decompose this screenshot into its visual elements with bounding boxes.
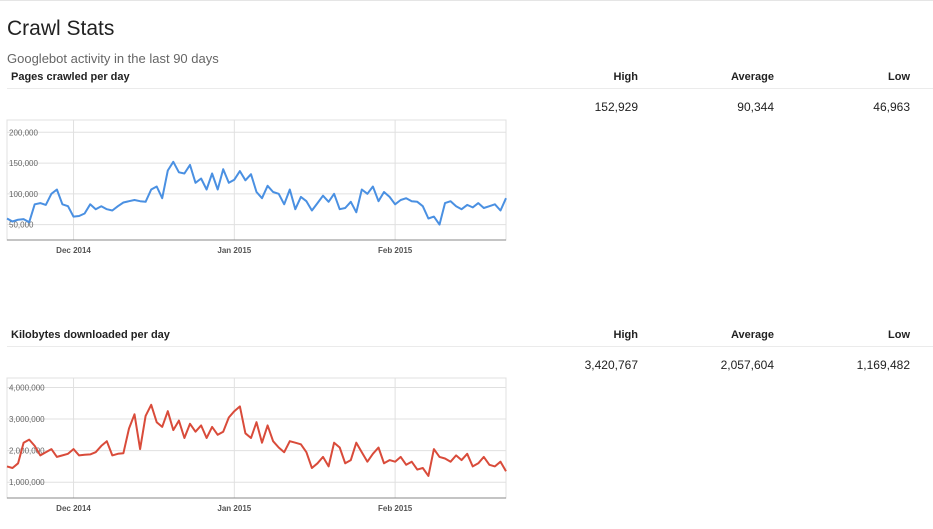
y-tick-label: 2,000,000 xyxy=(9,447,45,456)
x-tick-label: Dec 2014 xyxy=(56,246,91,255)
kilobytes-high-value: 3,420,767 xyxy=(584,358,638,372)
kilobytes-downloaded-chart: 1,000,000 2,000,000 3,000,000 4,000,000 Dec … xyxy=(6,377,507,513)
x-tick-label: Feb 2015 xyxy=(378,246,413,255)
column-header-average: Average xyxy=(730,71,774,83)
y-tick-label: 3,000,000 xyxy=(9,415,45,424)
top-divider xyxy=(0,0,933,1)
section-divider xyxy=(7,346,933,347)
y-tick-label: 150,000 xyxy=(9,159,38,168)
x-tick-label: Jan 2015 xyxy=(217,246,251,255)
pages-low-value: 46,963 xyxy=(873,100,910,114)
section-divider xyxy=(7,88,933,89)
y-tick-label: 1,000,000 xyxy=(9,478,45,487)
x-tick-label: Feb 2015 xyxy=(378,504,413,513)
y-tick-label: 100,000 xyxy=(9,190,38,199)
pages-high-value: 152,929 xyxy=(594,100,638,114)
kilobytes-average-value: 2,057,604 xyxy=(720,358,774,372)
x-tick-label: Dec 2014 xyxy=(56,504,91,513)
plot-area xyxy=(6,119,507,241)
y-tick-label: 200,000 xyxy=(9,128,38,137)
pages-crawled-chart: 50,000 100,000 150,000 200,000 Dec 2014 Jan 2… xyxy=(6,119,507,255)
plot-area xyxy=(6,377,507,499)
x-tick-label: Jan 2015 xyxy=(217,504,251,513)
column-header-low: Low xyxy=(888,71,910,83)
column-header-high: High xyxy=(613,71,638,83)
y-tick-label: 50,000 xyxy=(9,221,34,230)
pages-average-value: 90,344 xyxy=(737,100,774,114)
column-header-low: Low xyxy=(888,329,910,341)
page-title: Crawl Stats xyxy=(7,17,115,40)
kilobytes-series-line xyxy=(6,403,507,477)
pages-series-line xyxy=(6,160,507,226)
column-header-average: Average xyxy=(730,329,774,341)
page-subtitle: Googlebot activity in the last 90 days xyxy=(7,51,219,66)
y-tick-label: 4,000,000 xyxy=(9,383,45,392)
kilobytes-low-value: 1,169,482 xyxy=(856,358,910,372)
section-label-pages: Pages crawled per day xyxy=(11,71,130,83)
column-header-high: High xyxy=(613,329,638,341)
section-label-kilobytes: Kilobytes downloaded per day xyxy=(11,329,170,341)
